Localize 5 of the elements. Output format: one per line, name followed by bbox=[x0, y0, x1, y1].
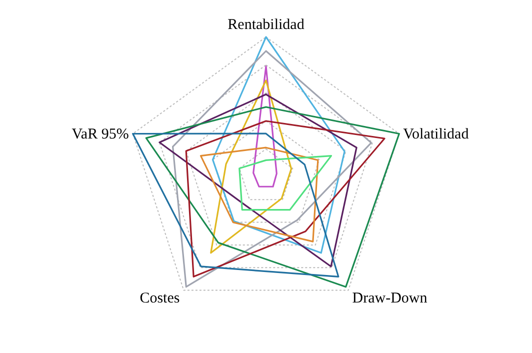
spoke-label: Draw-Down bbox=[352, 290, 428, 306]
spoke-label: Costes bbox=[140, 290, 180, 306]
spoke-label: Rentabilidad bbox=[228, 17, 305, 33]
spoke-label: VaR 95% bbox=[72, 126, 129, 143]
spoke-label: Volatilidad bbox=[403, 126, 470, 143]
